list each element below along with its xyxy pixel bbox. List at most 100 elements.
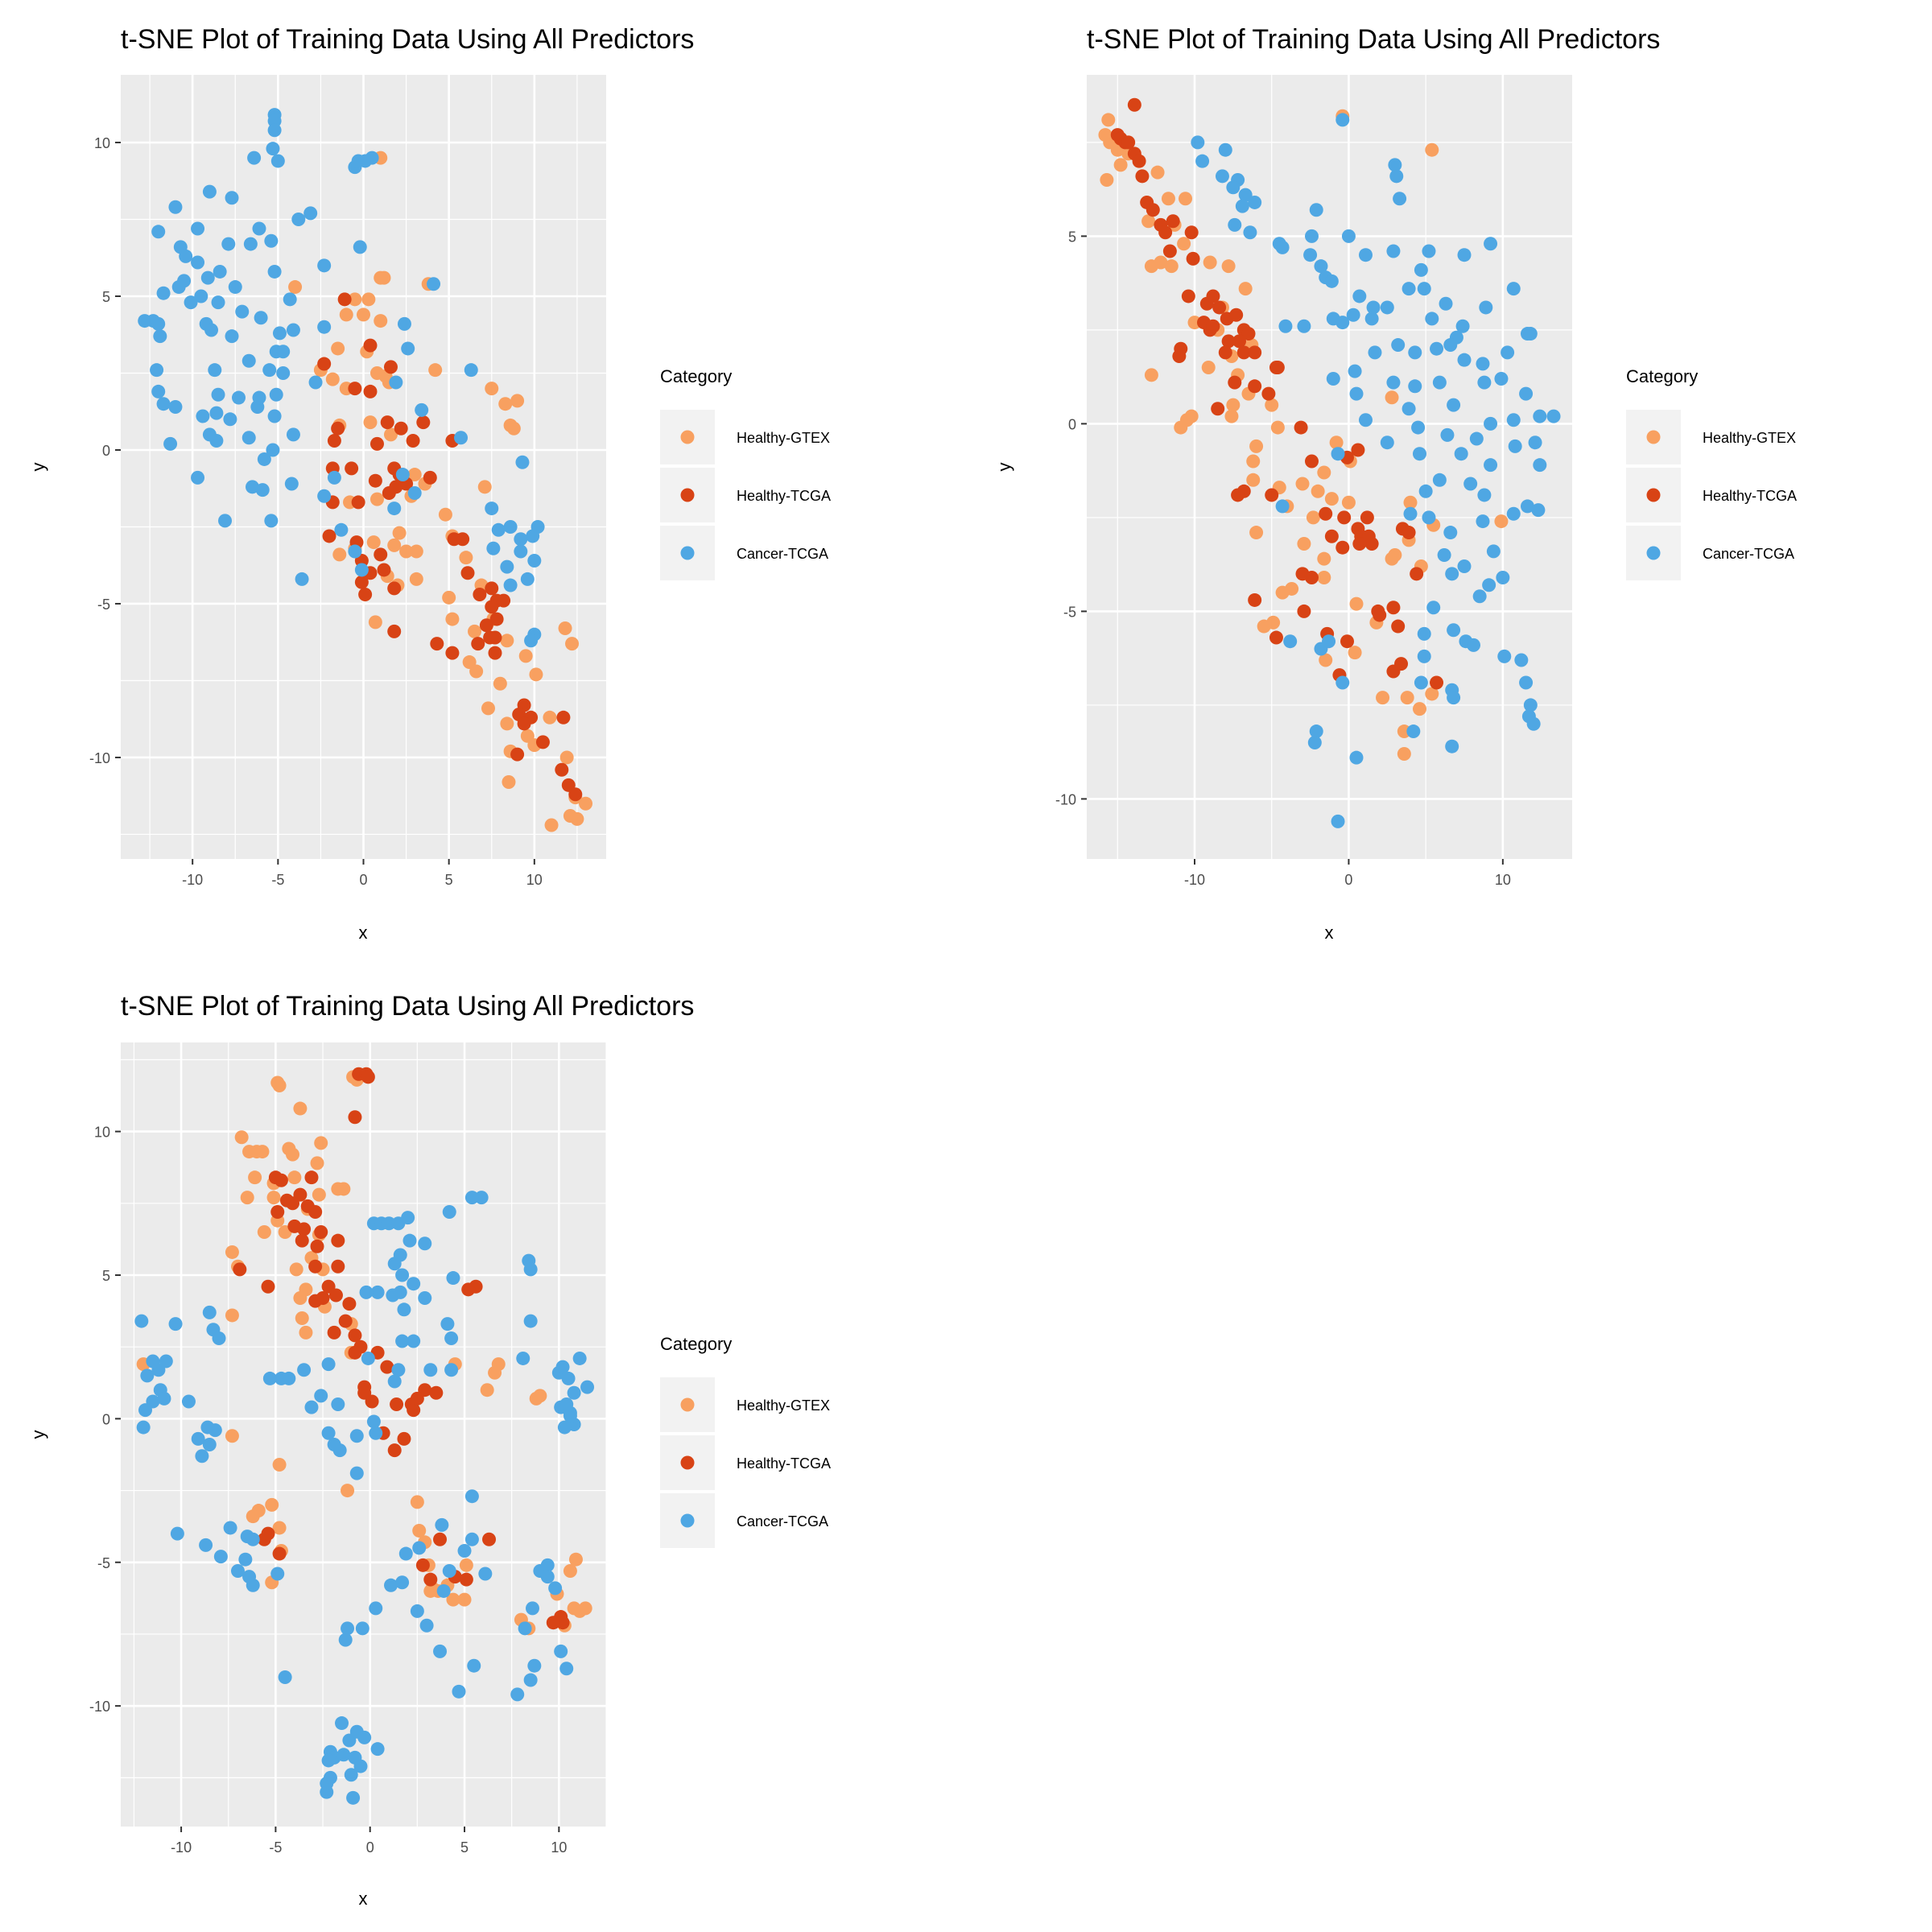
chart-2-point-healthy-gtex (1341, 495, 1356, 510)
chart-3-point-cancer-tcga (418, 1291, 432, 1306)
chart-1-point-healthy-gtex (502, 775, 516, 790)
chart-2-point-healthy-gtex (1154, 255, 1168, 270)
chart-3-point-cancer-tcga (134, 1314, 149, 1328)
chart-2-point-cancer-tcga (1349, 386, 1364, 401)
chart-2-point-healthy-tcga (1319, 506, 1333, 521)
chart-2-point-healthy-gtex (1226, 398, 1241, 412)
chart-3-point-healthy-gtex (289, 1262, 303, 1277)
chart-1-point-cancer-tcga (252, 221, 266, 236)
chart-1-point-healthy-tcga (322, 529, 336, 543)
chart-3-point-cancer-tcga (282, 1371, 296, 1385)
chart-1-tick-label-x: -5 (271, 872, 284, 888)
chart-2-point-cancer-tcga (1309, 203, 1323, 217)
chart-3-point-cancer-tcga (321, 1357, 336, 1372)
chart-3-point-cancer-tcga (398, 1546, 413, 1561)
chart-1-point-cancer-tcga (153, 329, 167, 344)
chart-2-point-cancer-tcga (1531, 503, 1546, 518)
chart-2-point-healthy-tcga (1218, 345, 1232, 360)
chart-2-point-cancer-tcga (1388, 158, 1402, 172)
chart-2-point-healthy-tcga (1304, 454, 1319, 469)
chart-1-point-cancer-tcga (348, 544, 362, 559)
chart-2-point-cancer-tcga (1477, 375, 1492, 390)
chart-3-point-healthy-gtex (299, 1325, 313, 1340)
chart-2-point-cancer-tcga (1494, 371, 1509, 386)
chart-1-point-healthy-gtex (409, 544, 423, 559)
chart-1-point-cancer-tcga (464, 363, 478, 378)
chart-3-point-cancer-tcga (572, 1351, 587, 1365)
chart-panel-3: t-SNE Plot of Training Data Using All Pr… (28, 991, 831, 1909)
chart-2-point-healthy-tcga (1265, 488, 1279, 502)
chart-1-legend-key-healthy-gtex (680, 430, 695, 444)
chart-2-point-cancer-tcga (1426, 601, 1441, 615)
chart-3-point-cancer-tcga (331, 1397, 345, 1412)
chart-2-point-cancer-tcga (1414, 675, 1428, 690)
chart-2-point-healthy-gtex (1317, 570, 1331, 584)
chart-3-point-healthy-tcga (308, 1259, 323, 1274)
chart-1-point-cancer-tcga (191, 221, 205, 236)
chart-1-point-cancer-tcga (515, 455, 530, 469)
chart-2-point-cancer-tcga (1402, 402, 1416, 416)
chart-3-point-healthy-gtex (563, 1563, 577, 1578)
chart-3-point-cancer-tcga (349, 1429, 364, 1443)
chart-2-point-cancer-tcga (1417, 626, 1431, 641)
chart-2-point-cancer-tcga (1335, 113, 1350, 127)
chart-2-point-healthy-tcga (1146, 203, 1160, 217)
chart-2-point-cancer-tcga (1447, 691, 1461, 705)
chart-3-point-cancer-tcga (407, 1334, 421, 1348)
chart-1-point-cancer-tcga (254, 311, 268, 325)
chart-1-point-healthy-tcga (369, 436, 384, 451)
chart-1-point-healthy-gtex (357, 308, 370, 322)
chart-1-point-cancer-tcga (156, 286, 171, 300)
chart-1-point-healthy-gtex (438, 507, 452, 522)
chart-3-point-cancer-tcga (567, 1385, 581, 1400)
chart-3-point-cancer-tcga (474, 1191, 489, 1205)
chart-3-point-healthy-tcga (261, 1526, 275, 1541)
chart-3-point-healthy-gtex (286, 1147, 300, 1162)
chart-3-tick-label-x: -5 (269, 1839, 282, 1856)
chart-1-point-cancer-tcga (486, 541, 501, 555)
chart-1-point-cancer-tcga (270, 154, 285, 168)
chart-2-point-healthy-gtex (1324, 492, 1339, 506)
chart-2-point-cancer-tcga (1352, 289, 1367, 303)
chart-3-point-healthy-tcga (459, 1572, 473, 1587)
chart-3-point-cancer-tcga (384, 1578, 398, 1592)
chart-3-point-cancer-tcga (344, 1768, 358, 1782)
chart-2-point-healthy-gtex (1306, 510, 1320, 525)
chart-2-point-healthy-gtex (1311, 484, 1325, 498)
chart-3-point-cancer-tcga (140, 1368, 155, 1383)
chart-3-point-cancer-tcga (336, 1748, 351, 1762)
chart-1-point-healthy-tcga (485, 581, 499, 596)
chart-2-point-cancer-tcga (1358, 248, 1373, 262)
chart-1-point-cancer-tcga (264, 233, 279, 248)
chart-2-point-healthy-tcga (1261, 386, 1276, 401)
chart-3-point-cancer-tcga (370, 1742, 385, 1757)
chart-1-point-cancer-tcga (211, 387, 225, 402)
chart-2-point-healthy-tcga (1402, 526, 1416, 540)
chart-2-point-healthy-gtex (1297, 537, 1311, 551)
chart-3-point-cancer-tcga (353, 1759, 368, 1773)
chart-1-point-healthy-tcga (568, 787, 583, 802)
chart-1-point-cancer-tcga (191, 470, 205, 485)
chart-1-point-healthy-gtex (469, 664, 484, 679)
chart-2-point-healthy-tcga (1121, 135, 1136, 150)
chart-2-legend-key-healthy-tcga (1646, 488, 1661, 502)
chart-1-point-cancer-tcga (491, 522, 506, 537)
chart-2-point-cancer-tcga (1278, 319, 1293, 333)
chart-3-point-healthy-tcga (348, 1345, 362, 1360)
chart-2-tick-label-y: -5 (1063, 604, 1076, 620)
chart-2-point-cancer-tcga (1366, 300, 1381, 315)
chart-1-point-cancer-tcga (524, 634, 539, 648)
chart-3-point-cancer-tcga (202, 1437, 217, 1451)
chart-3-point-cancer-tcga (321, 1426, 336, 1440)
chart-3-point-cancer-tcga (338, 1633, 353, 1647)
chart-3-title: t-SNE Plot of Training Data Using All Pr… (121, 991, 694, 1022)
chart-1-point-cancer-tcga (208, 363, 222, 378)
chart-1-tick-label-x: 0 (359, 872, 367, 888)
chart-2-point-cancer-tcga (1447, 398, 1461, 412)
chart-3-point-healthy-tcga (287, 1219, 302, 1233)
chart-3-point-healthy-gtex (257, 1224, 271, 1239)
chart-1-point-healthy-gtex (506, 421, 521, 436)
chart-2-point-cancer-tcga (1437, 548, 1451, 563)
chart-1-point-healthy-gtex (518, 649, 533, 663)
chart-2-point-healthy-gtex (1141, 214, 1156, 229)
